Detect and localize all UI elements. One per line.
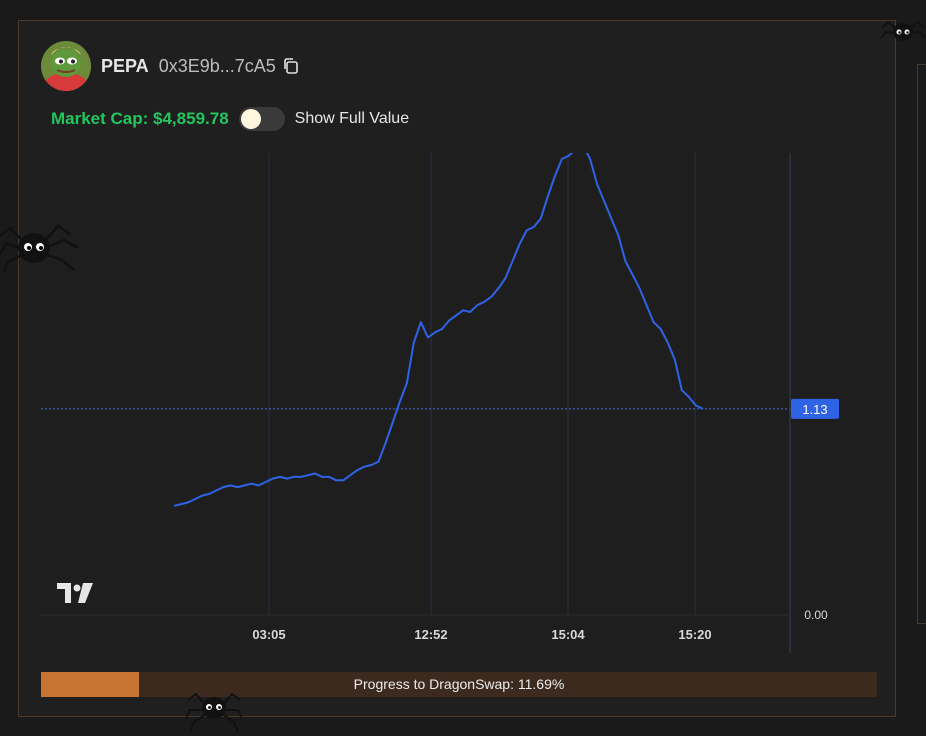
x-tick-label: 15:04 bbox=[551, 627, 585, 642]
tradingview-logo-icon[interactable] bbox=[57, 583, 93, 603]
chart-svg: 03:05 12:52 15:04 15:20 0.00 1.13 bbox=[41, 153, 839, 653]
x-tick-label: 15:20 bbox=[678, 627, 711, 642]
price-chart[interactable]: 03:05 12:52 15:04 15:20 0.00 1.13 bbox=[41, 153, 876, 653]
token-card: PEPA 0x3E9b...7cA5 Market Cap: $4,859.78… bbox=[18, 20, 896, 717]
x-tick-label: 12:52 bbox=[414, 627, 447, 642]
current-price-tag: 1.13 bbox=[791, 398, 839, 419]
market-cap-row: Market Cap: $4,859.78 Show Full Value bbox=[51, 106, 409, 132]
token-symbol: PEPA bbox=[101, 55, 149, 76]
spider-icon bbox=[880, 20, 926, 41]
copy-icon[interactable] bbox=[282, 57, 300, 75]
price-series-line bbox=[173, 153, 704, 507]
show-full-value-toggle[interactable] bbox=[238, 107, 285, 131]
token-header: PEPA 0x3E9b...7cA5 bbox=[41, 41, 300, 91]
side-panel-edge bbox=[917, 64, 926, 624]
spider-icon bbox=[0, 224, 79, 273]
spider-icon bbox=[186, 692, 242, 733]
y-tick-label: 0.00 bbox=[804, 608, 828, 622]
pepe-avatar-icon bbox=[41, 41, 91, 91]
current-price-label: 1.13 bbox=[802, 402, 827, 417]
market-cap-value: Market Cap: $4,859.78 bbox=[51, 109, 229, 128]
toggle-knob bbox=[240, 109, 261, 129]
progress-fill bbox=[41, 672, 139, 697]
progress-label: Progress to DragonSwap: 11.69% bbox=[353, 676, 565, 692]
x-tick-label: 03:05 bbox=[252, 627, 285, 642]
show-full-value-label: Show Full Value bbox=[294, 110, 410, 127]
token-address[interactable]: 0x3E9b...7cA5 bbox=[158, 55, 276, 76]
dragonswap-progress-bar: Progress to DragonSwap: 11.69% bbox=[41, 672, 877, 697]
